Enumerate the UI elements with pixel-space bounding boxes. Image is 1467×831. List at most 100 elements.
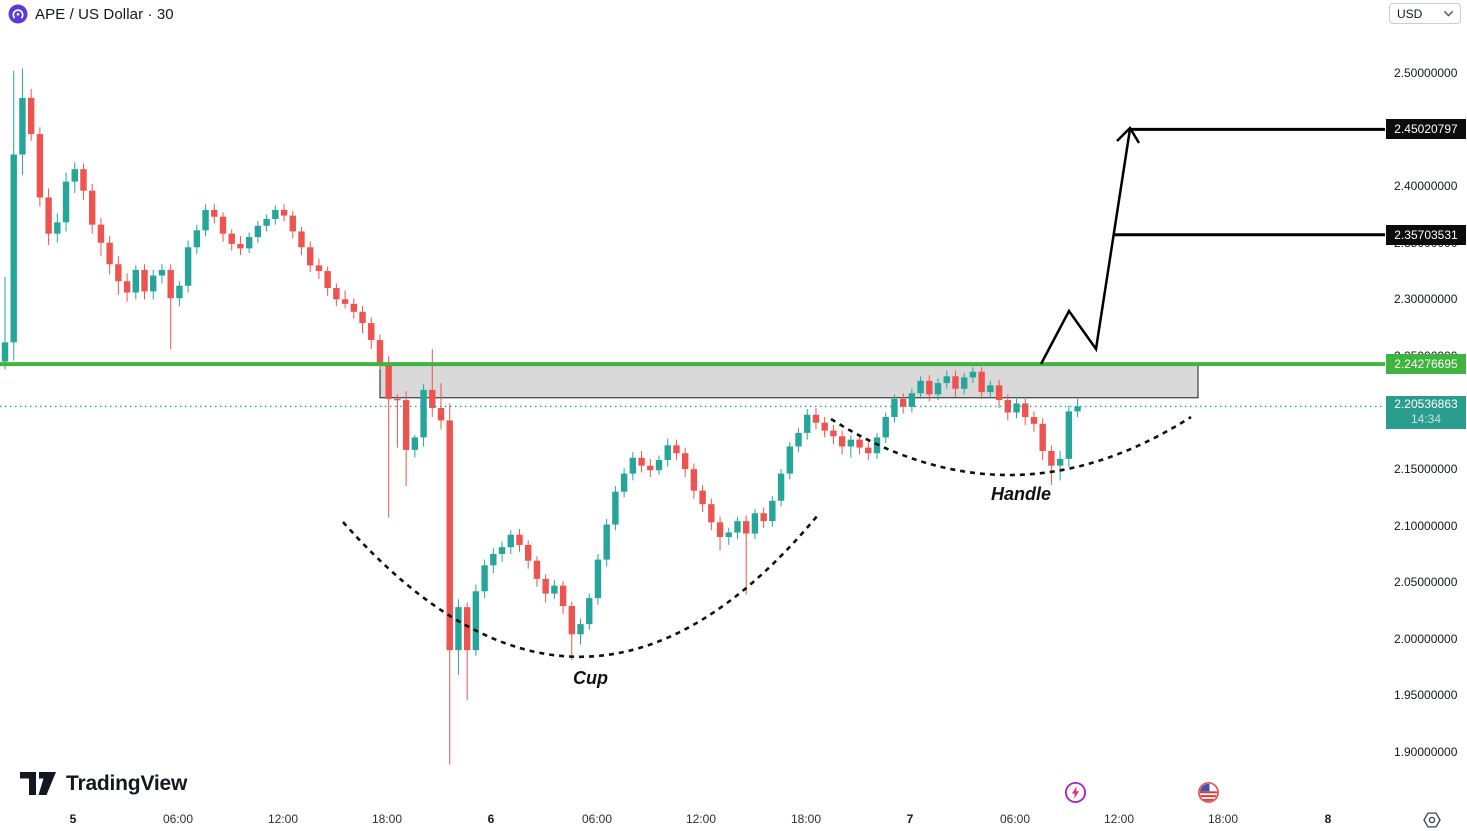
candle-body	[725, 532, 732, 537]
price-tick: 2.10000000	[1394, 518, 1458, 533]
candle-body	[620, 473, 628, 492]
candle-body	[1065, 411, 1073, 459]
candle-body	[917, 380, 924, 394]
candle-body	[1013, 403, 1020, 413]
candle-body	[472, 591, 480, 651]
candle-body	[542, 578, 549, 594]
candle-body	[289, 215, 296, 232]
candle-body	[804, 414, 811, 433]
candle-body	[821, 422, 828, 431]
candle-body	[1004, 400, 1011, 413]
time-label-day: 7	[906, 812, 914, 826]
candle-body	[89, 190, 96, 225]
candle-body	[115, 264, 122, 282]
candle-body	[123, 281, 131, 293]
candle-body	[699, 490, 706, 505]
candle-body	[926, 380, 933, 395]
candle-body	[158, 269, 166, 276]
candle-body	[908, 393, 916, 407]
candle-body	[760, 513, 767, 522]
candle-body	[80, 169, 87, 191]
supply-zone[interactable]	[379, 364, 1199, 399]
candle-body	[795, 432, 802, 447]
candle-body	[533, 560, 541, 579]
time-label: 18:00	[790, 812, 822, 826]
candle-body	[359, 311, 366, 324]
candle-body	[882, 417, 889, 438]
price-tick: 2.00000000	[1394, 631, 1458, 646]
level-price-label: 2.24276695	[1386, 354, 1466, 375]
cup-label[interactable]: Cup	[573, 668, 608, 688]
time-label-day: 8	[1324, 812, 1332, 826]
time-label: 06:00	[581, 812, 613, 826]
chart-header: APE / US Dollar · 30 USD	[0, 0, 1467, 28]
projection-arrow[interactable]	[1039, 128, 1132, 365]
candle-body	[612, 491, 619, 525]
candle-body	[298, 231, 305, 248]
candle-body	[830, 430, 837, 437]
candle-body	[987, 385, 994, 393]
candle-body	[690, 469, 698, 491]
candle-body	[429, 389, 436, 408]
candle-body	[211, 209, 218, 217]
last-price-label: 2.20536863 14:34	[1386, 396, 1466, 430]
candle-body	[350, 303, 357, 312]
tradingview-logo[interactable]: TradingView	[20, 768, 187, 800]
time-axis[interactable]: 5 06:00 12:00 18:00 6 06:00 12:00 18:00 7 06:00 12…	[0, 806, 1385, 831]
price-tick: 1.95000000	[1394, 688, 1458, 703]
candle-body	[394, 398, 401, 401]
candle-body	[437, 407, 445, 421]
candle-body	[27, 97, 35, 135]
time-label-day: 5	[69, 812, 77, 826]
candle-body	[1030, 417, 1038, 424]
candle-body	[812, 414, 820, 423]
candle-body	[254, 225, 262, 238]
handle-curve[interactable]	[830, 415, 1192, 477]
candle-body	[498, 547, 506, 554]
time-axis-settings-icon[interactable]	[1418, 810, 1446, 830]
candle-body	[551, 585, 558, 594]
candle-body	[1048, 450, 1055, 466]
us-flag-event-icon[interactable]	[1197, 781, 1220, 804]
candle-body	[411, 437, 419, 450]
cup-curve[interactable]	[342, 514, 819, 659]
candle-body	[141, 269, 148, 292]
candle-body	[106, 242, 113, 265]
time-label: 18:00	[371, 812, 403, 826]
candle-body	[193, 230, 201, 248]
candle-body	[708, 504, 715, 523]
candle-body	[54, 222, 61, 234]
candle-body	[490, 553, 497, 566]
candle-body	[1056, 458, 1064, 466]
time-label: 06:00	[999, 812, 1031, 826]
candle-body	[577, 624, 584, 635]
price-tick: 2.05000000	[1394, 575, 1458, 590]
target-price-label-2: 2.35703531	[1386, 224, 1466, 245]
candle-body	[1039, 423, 1046, 451]
candle-body	[245, 237, 253, 249]
time-label: 18:00	[1207, 812, 1239, 826]
candle-body	[376, 340, 384, 363]
candle-body	[1, 342, 9, 362]
candle-body	[969, 371, 977, 378]
candle-body	[629, 457, 637, 474]
currency-selector[interactable]: USD	[1389, 3, 1461, 24]
candle-body	[516, 534, 523, 545]
candle-body	[647, 465, 654, 471]
lightning-event-icon[interactable]	[1064, 781, 1087, 804]
price-tick: 1.90000000	[1394, 745, 1458, 759]
candle-body	[934, 383, 942, 395]
candle-body	[97, 224, 105, 243]
candle-body	[272, 209, 279, 219]
candle-body	[402, 400, 410, 450]
candle-body	[333, 288, 340, 300]
handle-label[interactable]: Handle	[991, 484, 1051, 504]
candle-body	[586, 598, 593, 625]
candle-body	[943, 376, 950, 384]
candle-body	[603, 524, 610, 560]
price-axis[interactable]: 2.500000002.450000002.400000002.35000000…	[1385, 0, 1467, 831]
candle-body	[786, 446, 793, 474]
candle-body	[891, 398, 898, 418]
candle-body	[952, 376, 959, 389]
